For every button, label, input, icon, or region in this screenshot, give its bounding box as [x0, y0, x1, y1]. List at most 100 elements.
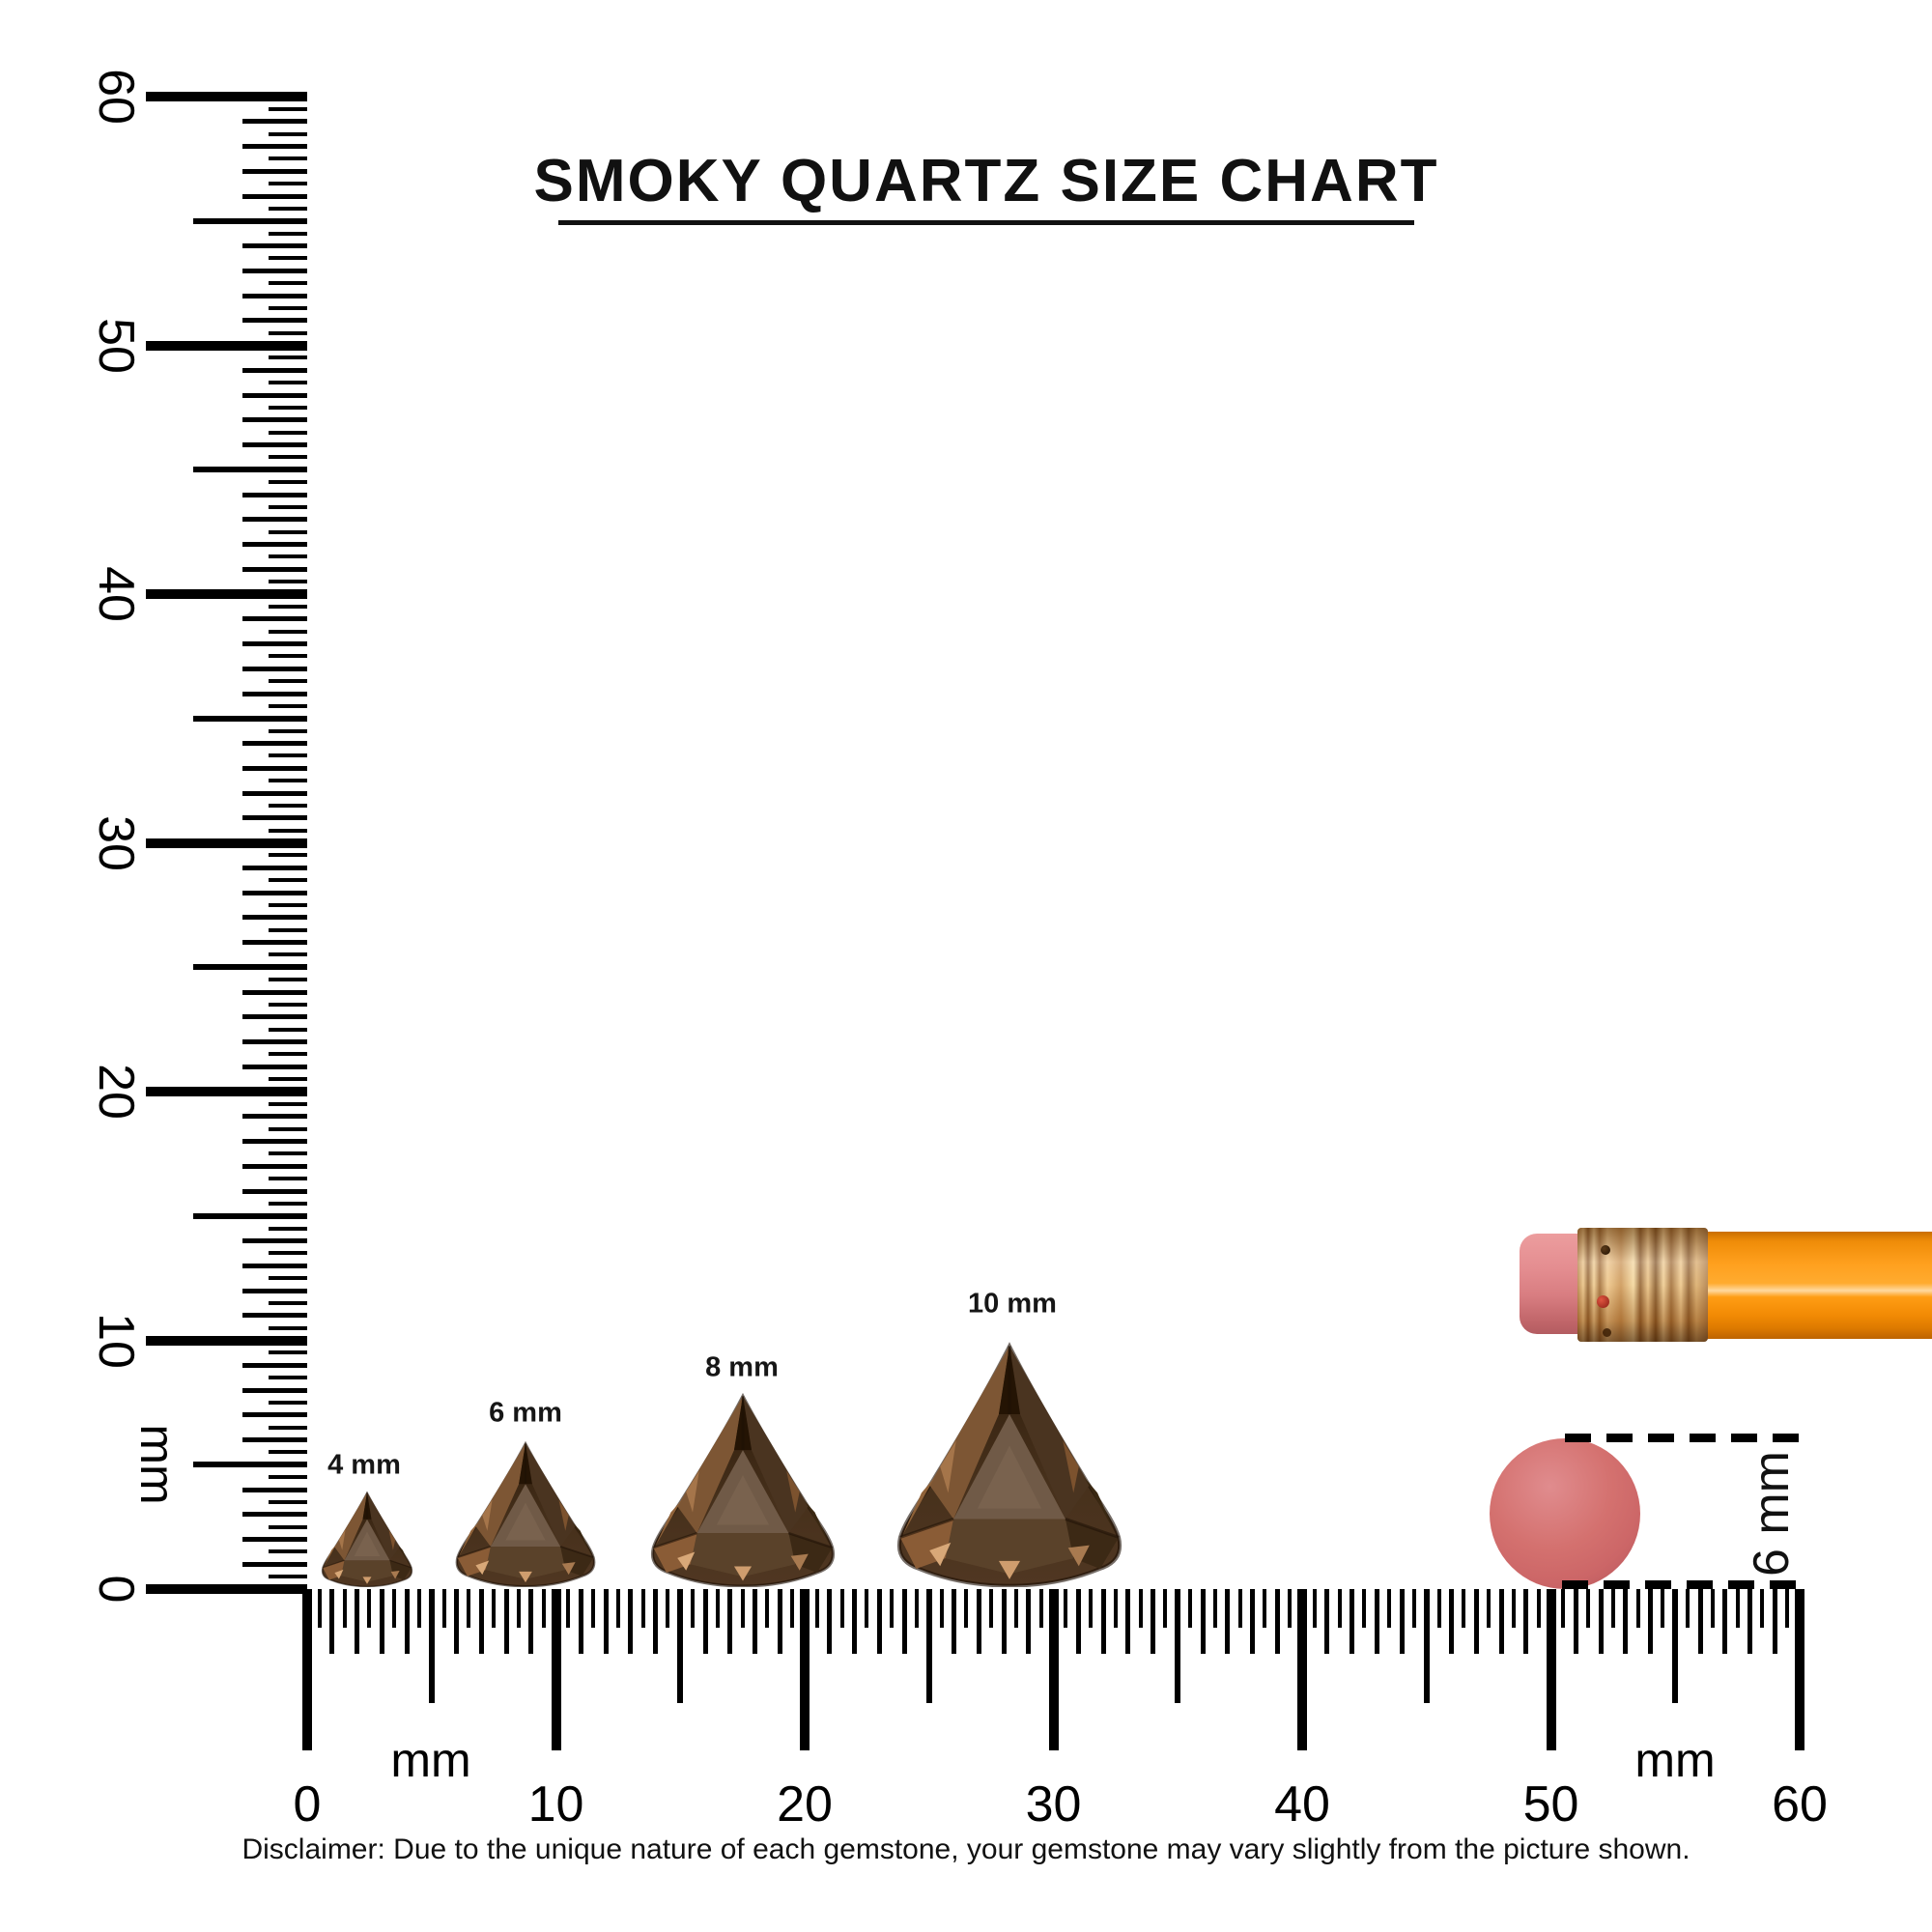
horizontal-ruler-tick: [1697, 1589, 1703, 1654]
horizontal-ruler-tick: [939, 1589, 944, 1628]
vertical-ruler-tick: [269, 902, 307, 907]
horizontal-ruler-tick: [1026, 1589, 1032, 1654]
vertical-ruler-tick: [269, 1276, 307, 1281]
horizontal-ruler-tick: [1225, 1589, 1231, 1654]
horizontal-ruler-tick: [677, 1589, 684, 1703]
vertical-ruler-tick: [269, 182, 307, 186]
pencil-body: [1705, 1232, 1932, 1339]
vertical-ruler-tick: [269, 131, 307, 136]
vertical-ruler-tick: [242, 517, 307, 523]
vertical-ruler-tick: [269, 256, 307, 261]
ferrule-crimp-dot: [1603, 1328, 1611, 1337]
horizontal-ruler-tick: [1100, 1589, 1106, 1654]
vertical-ruler-tick: [242, 243, 307, 248]
vertical-ruler-tick: [242, 790, 307, 796]
vertical-ruler-tick: [242, 293, 307, 298]
horizontal-ruler-tick: [379, 1589, 384, 1654]
vertical-ruler-tick: [242, 890, 307, 895]
horizontal-ruler-number: 50: [1522, 1776, 1579, 1833]
vertical-ruler-tick: [242, 1014, 307, 1020]
horizontal-ruler-tick: [615, 1589, 620, 1628]
vertical-ruler-tick: [269, 604, 307, 609]
vertical-ruler-number: 30: [88, 814, 144, 871]
horizontal-ruler-number: 40: [1274, 1776, 1330, 1833]
vertical-ruler-tick: [193, 964, 307, 971]
horizontal-ruler-tick: [1661, 1589, 1665, 1628]
vertical-ruler-tick: [269, 455, 307, 460]
horizontal-ruler-tick: [1536, 1589, 1541, 1628]
vertical-ruler-tick: [242, 168, 307, 174]
horizontal-ruler-tick: [890, 1589, 895, 1628]
vertical-ruler-unit-label: mm: [130, 1424, 185, 1505]
horizontal-ruler-tick: [454, 1589, 459, 1654]
vertical-ruler-tick: [269, 405, 307, 410]
horizontal-ruler-tick: [1001, 1589, 1007, 1654]
vertical-ruler-tick: [193, 715, 307, 722]
horizontal-ruler-tick: [1075, 1589, 1081, 1654]
horizontal-ruler-tick: [753, 1589, 757, 1654]
vertical-ruler-tick: [146, 1087, 307, 1096]
horizontal-ruler-tick: [914, 1589, 919, 1628]
eraser-diameter-label: 6 mm: [1744, 1451, 1800, 1577]
vertical-ruler-tick: [269, 281, 307, 286]
horizontal-ruler-tick: [790, 1589, 795, 1628]
horizontal-ruler-tick: [715, 1589, 720, 1628]
vertical-ruler-tick: [269, 231, 307, 236]
vertical-ruler-tick: [269, 1300, 307, 1305]
vertical-ruler-tick: [193, 467, 307, 473]
vertical-ruler-tick: [242, 915, 307, 921]
vertical-ruler-tick: [269, 654, 307, 659]
measurement-dashed-line-top: [1565, 1434, 1800, 1442]
vertical-ruler-tick: [269, 1052, 307, 1057]
horizontal-ruler-tick: [1250, 1589, 1255, 1654]
horizontal-ruler-tick: [901, 1589, 907, 1654]
horizontal-ruler-tick: [1200, 1589, 1206, 1654]
horizontal-ruler-tick: [329, 1589, 335, 1654]
vertical-ruler-tick: [269, 952, 307, 957]
horizontal-ruler-tick: [1188, 1589, 1193, 1628]
vertical-ruler-tick: [269, 703, 307, 708]
horizontal-ruler-tick: [492, 1589, 497, 1628]
vertical-ruler-tick: [269, 355, 307, 360]
horizontal-ruler-tick: [467, 1589, 471, 1628]
horizontal-ruler-tick: [1151, 1589, 1155, 1654]
vertical-ruler-tick: [269, 1450, 307, 1455]
vertical-ruler-tick: [269, 753, 307, 758]
vertical-ruler-tick: [269, 1376, 307, 1380]
vertical-ruler-tick: [146, 1584, 307, 1594]
vertical-ruler-tick: [242, 940, 307, 945]
horizontal-ruler-tick: [1374, 1589, 1379, 1654]
vertical-ruler-tick: [242, 367, 307, 373]
gemstone-4mm: [313, 1491, 421, 1588]
gemstone-6mm: [442, 1440, 609, 1588]
horizontal-ruler-number: 20: [777, 1776, 833, 1833]
vertical-ruler-tick: [242, 417, 307, 423]
horizontal-ruler-tick: [740, 1589, 745, 1628]
gemstone-size-label: 8 mm: [705, 1351, 779, 1383]
horizontal-ruler-tick: [1462, 1589, 1466, 1628]
horizontal-ruler-unit-label: mm: [390, 1733, 471, 1787]
vertical-ruler-tick: [242, 1064, 307, 1069]
horizontal-ruler-number: 30: [1025, 1776, 1082, 1833]
horizontal-ruler-tick: [1038, 1589, 1043, 1628]
horizontal-ruler-tick: [1747, 1589, 1752, 1654]
vertical-ruler-tick: [242, 566, 307, 572]
vertical-ruler-tick: [269, 1499, 307, 1504]
horizontal-ruler-tick: [976, 1589, 981, 1654]
horizontal-ruler-tick: [1573, 1589, 1578, 1654]
vertical-ruler-tick: [242, 765, 307, 771]
vertical-ruler-tick: [269, 1325, 307, 1330]
vertical-ruler-tick: [193, 1462, 307, 1468]
vertical-ruler-tick: [269, 1425, 307, 1430]
horizontal-ruler-tick: [1064, 1589, 1068, 1628]
vertical-ruler-tick: [242, 989, 307, 995]
gemstone-10mm: [876, 1341, 1143, 1588]
horizontal-ruler-tick: [727, 1589, 733, 1654]
vertical-ruler-tick: [269, 1151, 307, 1156]
horizontal-ruler-tick: [1586, 1589, 1591, 1628]
horizontal-ruler-tick: [1212, 1589, 1217, 1628]
vertical-ruler-tick: [269, 305, 307, 310]
horizontal-ruler-tick: [1411, 1589, 1416, 1628]
vertical-ruler-tick: [242, 1188, 307, 1194]
